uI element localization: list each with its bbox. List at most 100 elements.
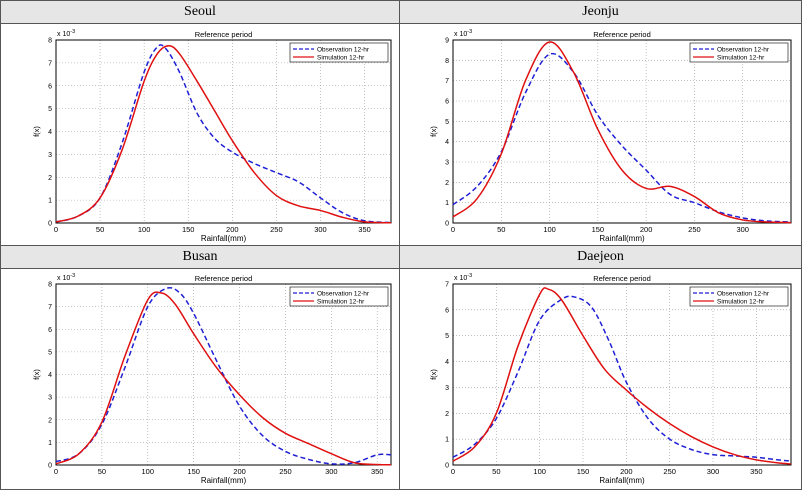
y-scale-factor: x 10-3: [57, 29, 75, 38]
y-tick-label: 1: [48, 440, 52, 447]
x-tick-label: 0: [451, 467, 455, 476]
y-axis-label: f(x): [32, 126, 41, 137]
x-tick-label: 300: [736, 225, 749, 234]
legend-label: Simulation 12-hr: [717, 299, 765, 306]
y-tick-label: 7: [445, 78, 449, 85]
y-tick-label: 5: [445, 119, 449, 126]
panel-header-busan: Busan: [0, 245, 400, 269]
x-axis-label: Rainfall(mm): [599, 234, 645, 243]
y-tick-label: 4: [48, 129, 52, 136]
panel-body-busan: 0 50 100 150 200 250 300 350 0 1 2 3 4 5 6 7 8 x 10-3 Refe…: [0, 269, 400, 490]
simulation-series-line: [452, 287, 792, 465]
x-tick-label: 150: [187, 467, 200, 476]
y-tick-label: 2: [48, 417, 52, 424]
x-tick-label: 300: [707, 467, 720, 476]
chart-daejeon: 0 50 100 150 200 250 300 350 0 1 2 3 4 5 6 7 x 10-3 Refer…: [429, 273, 792, 485]
x-tick-label: 100: [533, 467, 546, 476]
y-tick-label: 4: [48, 372, 52, 379]
x-tick-label: 150: [592, 225, 605, 234]
x-tick-label: 350: [371, 467, 384, 476]
y-axis-label: f(x): [429, 126, 438, 137]
x-tick-label: 350: [358, 225, 371, 234]
panel-body-daejeon: 0 50 100 150 200 250 300 350 0 1 2 3 4 5 6 7 x 10-3 Refer…: [399, 269, 802, 490]
y-tick-label: 3: [445, 385, 449, 392]
y-tick-label: 6: [445, 307, 449, 314]
x-tick-label: 0: [54, 225, 58, 234]
x-axis-label: Rainfall(mm): [201, 476, 247, 485]
legend-box: [289, 42, 389, 63]
panel-body-jeonju: 0 50 100 150 200 250 300 0 1 2 3 4 5 6 7 8 9 x 10-3 Refere…: [399, 24, 802, 246]
chart-jeonju: 0 50 100 150 200 250 300 0 1 2 3 4 5 6 7 8 9 x 10-3 Refere…: [429, 29, 792, 243]
x-tick-label: 0: [451, 225, 455, 234]
x-tick-label: 50: [98, 467, 106, 476]
x-tick-label: 250: [688, 225, 701, 234]
y-tick-label: 6: [48, 327, 52, 334]
legend-label: Observation 12-hr: [317, 291, 370, 298]
y-tick-label: 3: [445, 160, 449, 167]
y-axis-label: f(x): [32, 369, 41, 380]
legend-label: Simulation 12-hr: [317, 299, 365, 306]
x-tick-label: 50: [96, 225, 104, 234]
chart-title: Reference period: [593, 274, 651, 283]
chart-title: Reference period: [195, 274, 253, 283]
legend-label: Observation 12-hr: [717, 291, 770, 298]
x-tick-label: 250: [279, 467, 292, 476]
simulation-series-line: [55, 291, 392, 466]
panel-header-daejeon: Daejeon: [399, 245, 802, 269]
x-tick-label: 100: [138, 225, 151, 234]
y-tick-label: 7: [445, 282, 449, 289]
legend-label: Simulation 12-hr: [317, 55, 365, 62]
legend-label: Observation 12-hr: [717, 47, 770, 54]
simulation-series-line: [55, 44, 392, 224]
x-tick-label: 200: [233, 467, 246, 476]
y-scale-exponent: -3: [70, 29, 75, 35]
y-scale-exponent: -3: [70, 273, 75, 279]
x-axis-label: Rainfall(mm): [201, 234, 247, 243]
x-tick-label: 100: [543, 225, 556, 234]
y-tick-label: 1: [48, 198, 52, 205]
chart-seoul: 0 50 100 150 200 250 300 350 0 1 2 3 4 5 6 7 8 x 10-3 Refe…: [32, 29, 392, 243]
chart-title: Reference period: [593, 30, 651, 39]
x-tick-label: 0: [54, 467, 58, 476]
y-scale-factor: x 10-3: [454, 273, 472, 282]
y-tick-label: 5: [48, 349, 52, 356]
y-tick-label: 6: [48, 83, 52, 90]
y-scale-exponent: -3: [467, 273, 472, 279]
chart-title: Reference period: [195, 30, 253, 39]
y-tick-label: 5: [48, 106, 52, 113]
x-tick-label: 100: [142, 467, 155, 476]
x-tick-label: 200: [226, 225, 239, 234]
y-tick-label: 0: [445, 221, 449, 228]
y-tick-label: 0: [445, 463, 449, 470]
legend-box: [689, 42, 789, 63]
plot-frame: [55, 39, 392, 224]
chart-busan: 0 50 100 150 200 250 300 350 0 1 2 3 4 5 6 7 8 x 10-3 Refe…: [32, 273, 392, 485]
plot-frame: [452, 39, 792, 224]
x-tick-label: 300: [314, 225, 327, 234]
legend-label: Simulation 12-hr: [717, 55, 765, 62]
x-axis-label: Rainfall(mm): [599, 476, 645, 485]
x-tick-label: 200: [640, 225, 653, 234]
y-tick-label: 4: [445, 139, 449, 146]
x-tick-label: 150: [182, 225, 195, 234]
legend-box: [289, 286, 389, 307]
x-tick-label: 150: [577, 467, 590, 476]
observation-series-line: [55, 44, 392, 224]
observation-series-line: [55, 286, 392, 465]
y-tick-label: 2: [48, 175, 52, 182]
x-tick-label: 350: [750, 467, 763, 476]
y-scale-exponent: -3: [467, 29, 472, 35]
simulation-series-line: [452, 41, 792, 224]
x-tick-label: 50: [497, 225, 505, 234]
panel-header-seoul: Seoul: [0, 0, 400, 24]
y-tick-label: 8: [445, 58, 449, 65]
x-tick-label: 50: [492, 467, 500, 476]
y-tick-label: 8: [48, 38, 52, 45]
plot-frame: [452, 283, 792, 466]
y-tick-label: 2: [445, 180, 449, 187]
y-tick-label: 7: [48, 304, 52, 311]
plot-frame: [55, 283, 392, 466]
observation-series-line: [452, 295, 792, 462]
y-tick-label: 4: [445, 359, 449, 366]
